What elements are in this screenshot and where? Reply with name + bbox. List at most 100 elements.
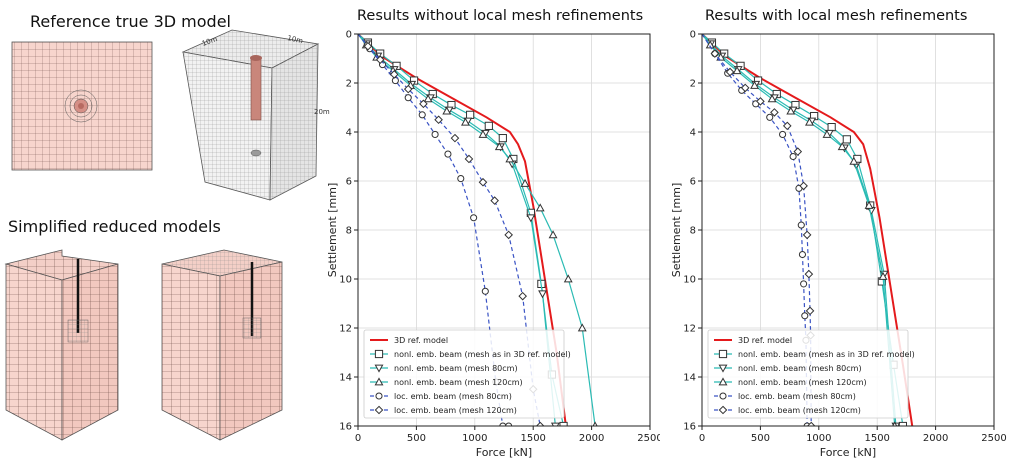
data-point: [494, 142, 504, 151]
legend-marker: [719, 392, 727, 400]
y-tick-label: 14: [339, 373, 352, 384]
y-tick-label: 10: [339, 275, 352, 286]
x-tick-label: 2000: [923, 433, 948, 444]
data-point: [466, 110, 475, 119]
data-point: [504, 230, 513, 240]
data-point: [806, 421, 816, 426]
legend-marker: [375, 392, 383, 400]
data-point: [464, 154, 474, 164]
series-line-5: [702, 34, 812, 426]
data-point: [538, 290, 547, 299]
data-point: [805, 306, 815, 316]
legend-marker: [374, 405, 384, 415]
y-tick-label: 2: [346, 79, 352, 90]
data-point: [550, 422, 560, 426]
data-point: [782, 121, 792, 131]
y-tick-label: 16: [683, 422, 696, 433]
reduced-model-1: [4, 249, 119, 441]
series-line-4: [702, 34, 808, 426]
y-tick-label: 4: [690, 128, 696, 139]
data-point: [802, 230, 812, 240]
data-point: [431, 130, 439, 139]
data-point: [484, 121, 493, 130]
y-tick-label: 8: [690, 226, 696, 237]
y-axis-label: Settlement [mm]: [326, 183, 339, 277]
legend-marker: [718, 377, 728, 386]
legend-label: 3D ref. model: [394, 336, 448, 345]
data-point: [499, 422, 507, 426]
data-point: [418, 111, 426, 119]
data-point: [827, 123, 836, 132]
data-point: [434, 115, 443, 125]
data-point: [767, 94, 777, 103]
data-point: [548, 230, 558, 239]
data-point: [389, 70, 399, 79]
x-axis-label: Force [kN]: [820, 446, 876, 459]
reference-mesh-3d-box: [181, 29, 320, 201]
data-point: [732, 66, 742, 75]
data-point: [526, 214, 536, 223]
legend-label: loc. emb. beam (mesh 120cm): [394, 406, 517, 415]
data-point: [800, 280, 808, 288]
y-tick-label: 6: [346, 177, 352, 188]
data-point: [478, 129, 488, 138]
y-tick-label: 12: [683, 324, 696, 335]
data-point: [419, 99, 428, 109]
x-tick-label: 0: [355, 433, 361, 444]
legend-label: loc. emb. beam (mesh 120cm): [738, 406, 861, 415]
plot-area: [702, 34, 914, 426]
data-point: [878, 271, 888, 280]
data-point: [457, 174, 465, 183]
data-point: [849, 156, 859, 165]
legend-label: nonl. emb. beam (mesh 120cm): [738, 378, 867, 387]
data-point: [498, 134, 507, 143]
data-point: [770, 108, 779, 117]
heading-reference-model: Reference true 3D model: [30, 12, 231, 31]
chart-without-refinements: 0 500 1000 1500 2000 2500 0 2 4 6 8 10 12 14 16 Force […: [326, 30, 660, 460]
y-tick-label: 4: [346, 128, 352, 139]
y-tick-label: 16: [339, 422, 352, 433]
x-tick-label: 2000: [579, 433, 604, 444]
chart1-title: Results without local mesh refinements: [357, 8, 644, 24]
y-tick-label: 0: [346, 30, 352, 41]
legend-label: nonl. emb. beam (mesh 80cm): [738, 364, 862, 373]
y-tick-label: 2: [690, 79, 696, 90]
x-tick-label: 500: [751, 433, 770, 444]
x-tick-label: 2500: [637, 433, 660, 444]
reference-mesh-top-view: [11, 41, 153, 171]
legend-label: nonl. emb. beam (mesh as in 3D ref. mode…: [738, 350, 915, 359]
legend-marker: [718, 364, 728, 373]
x-axis-label: Force [kN]: [476, 446, 532, 459]
legend-box: [363, 329, 565, 419]
data-point: [798, 250, 807, 259]
legend-marker: [718, 405, 728, 415]
data-point: [404, 94, 412, 102]
data-point: [363, 41, 373, 51]
y-tick-label: 6: [690, 177, 696, 188]
data-point: [779, 130, 787, 139]
data-point: [756, 97, 765, 106]
data-point: [799, 181, 808, 191]
x-tick-label: 500: [407, 433, 426, 444]
legend-marker: [374, 377, 384, 386]
data-point: [842, 135, 851, 144]
data-point: [864, 200, 874, 209]
legend-label: loc. emb. beam (mesh 80cm): [738, 392, 856, 401]
data-point: [563, 274, 573, 283]
y-tick-label: 10: [683, 275, 696, 286]
data-point: [375, 55, 385, 65]
data-point: [789, 152, 797, 161]
legend-marker: [718, 349, 728, 359]
data-point: [442, 106, 452, 115]
data-point: [423, 94, 433, 103]
x-tick-label: 2500: [981, 433, 1006, 444]
data-point: [470, 214, 478, 222]
data-point: [793, 147, 803, 156]
data-point: [520, 178, 530, 187]
legend-box: [707, 329, 909, 419]
data-point: [822, 129, 832, 138]
data-point: [461, 117, 470, 126]
x-tick-label: 1000: [806, 433, 831, 444]
data-point: [450, 133, 460, 143]
x-tick-label: 1500: [520, 433, 545, 444]
